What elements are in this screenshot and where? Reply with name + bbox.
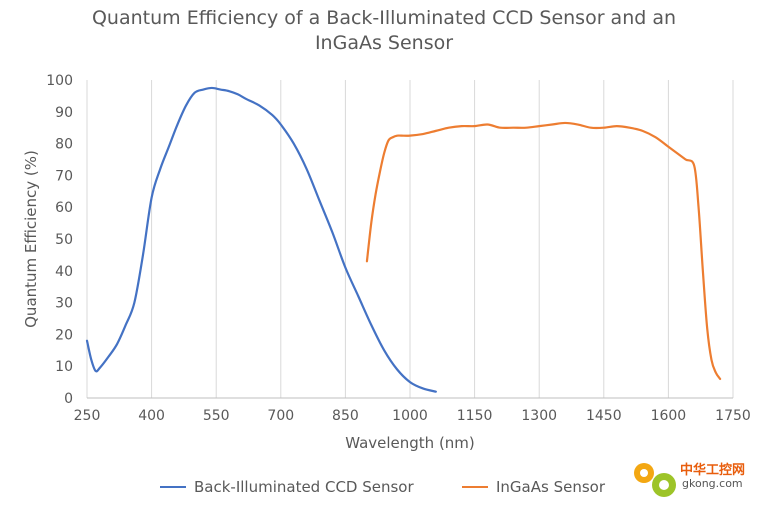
x-tick-label-3: 700 [267, 408, 294, 424]
x-tick-label-4: 850 [332, 408, 359, 424]
x-tick-label-6: 1150 [457, 408, 493, 424]
y-tick-label-4: 40 [55, 264, 73, 280]
y-tick-label-10: 100 [46, 73, 73, 89]
x-axis-title: Wavelength (nm) [345, 434, 475, 452]
y-tick-label-8: 80 [55, 137, 73, 153]
y-tick-label-2: 20 [55, 327, 73, 343]
series-line-0 [85, 86, 437, 393]
legend-item-ingaas: InGaAs Sensor [462, 478, 605, 496]
x-tick-label-1: 400 [138, 408, 165, 424]
x-tick-label-9: 1600 [651, 408, 687, 424]
watermark-text-1: 中华工控网 [680, 463, 746, 478]
series-line-1 [365, 121, 722, 381]
x-tick-label-8: 1450 [586, 408, 622, 424]
legend-swatch-ingaas [462, 486, 488, 488]
legend-item-ccd: Back-Illuminated CCD Sensor [160, 478, 414, 496]
legend-swatch-ccd [160, 486, 186, 488]
gear-icon [634, 463, 676, 497]
x-tick-label-5: 1000 [392, 408, 428, 424]
x-tick-label-7: 1300 [521, 408, 557, 424]
chart-title-line2: InGaAs Sensor [314, 32, 454, 54]
x-tick-label-10: 1750 [715, 408, 751, 424]
y-tick-label-1: 10 [55, 359, 73, 375]
y-axis-title: Quantum Efficiency (%) [22, 150, 40, 328]
legend-label-ccd: Back-Illuminated CCD Sensor [194, 478, 414, 496]
x-tick-label-2: 550 [203, 408, 230, 424]
chart-title-line1: Quantum Efficiency of a Back-Illuminated… [91, 7, 677, 29]
y-tick-label-0: 0 [64, 391, 73, 407]
legend-label-ingaas: InGaAs Sensor [496, 478, 606, 496]
y-tick-label-3: 30 [55, 296, 73, 312]
y-tick-label-6: 60 [55, 200, 73, 216]
y-tick-label-7: 70 [55, 168, 73, 184]
y-tick-label-9: 90 [55, 105, 73, 121]
watermark-text-2: gkong.com [682, 477, 743, 490]
x-tick-label-0: 250 [74, 408, 101, 424]
watermark-logo: 中华工控网 gkong.com [628, 455, 760, 503]
y-tick-label-5: 50 [55, 232, 73, 248]
